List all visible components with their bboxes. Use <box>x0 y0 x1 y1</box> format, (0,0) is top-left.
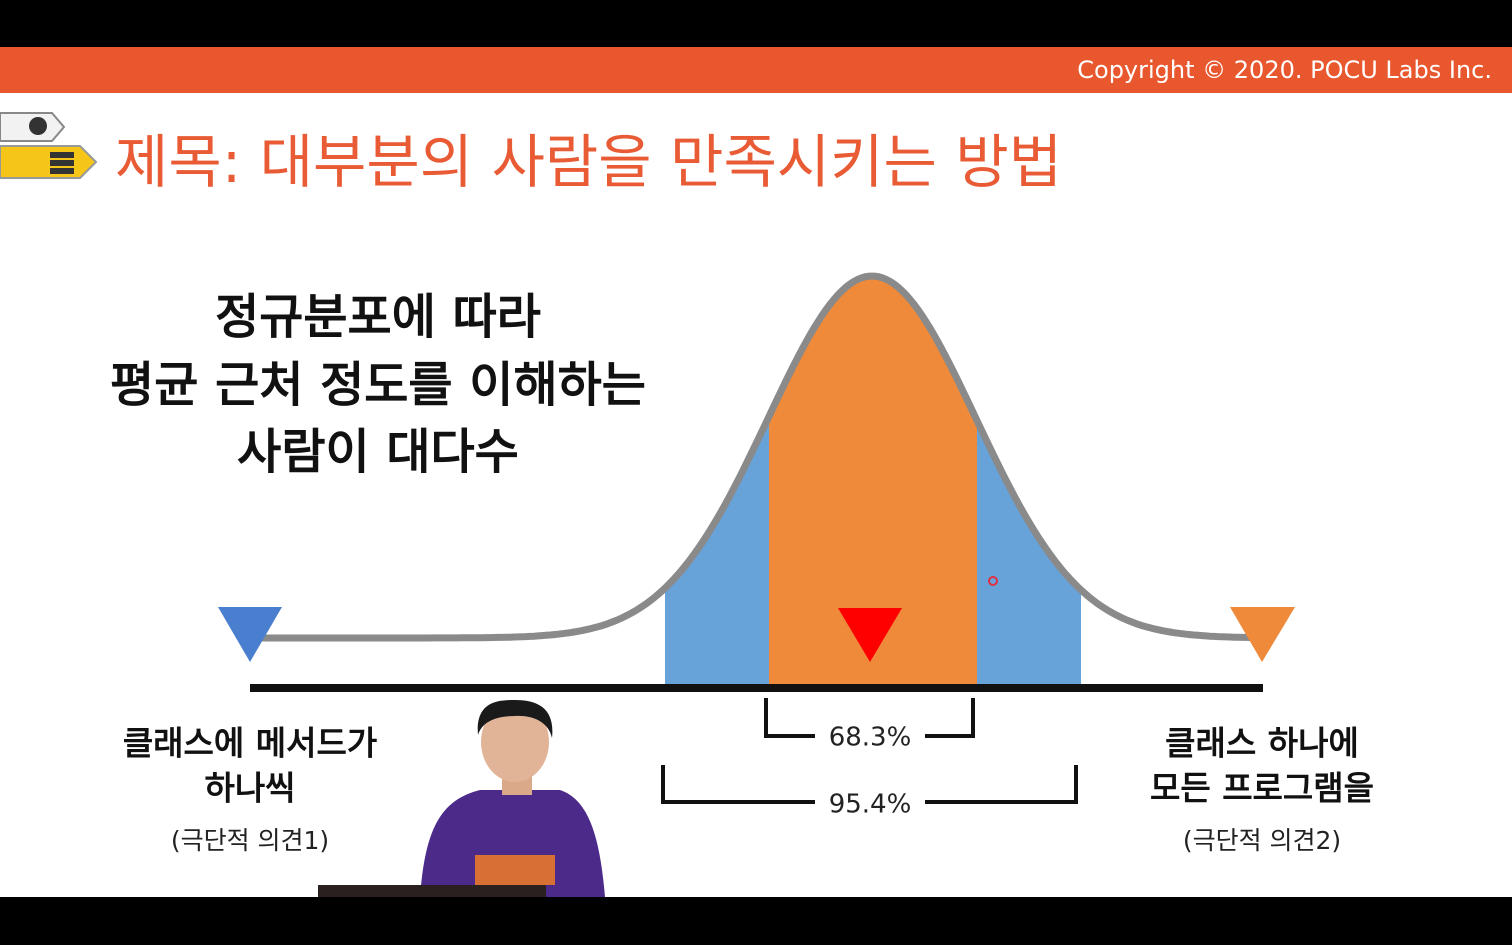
left-label: 클래스에 메서드가 <box>123 724 377 763</box>
right-label: 모든 프로그램을 <box>1150 769 1374 808</box>
slide-title: 제목: 대부분의 사람을 만족시키는 방법 <box>115 128 1062 196</box>
bracket <box>764 698 815 738</box>
right-label: 클래스 하나에 <box>1165 724 1359 763</box>
statement-line: 평균 근처 정도를 이해하는 <box>110 357 646 413</box>
statement-line: 정규분포에 따라 <box>215 289 541 345</box>
statement-line: 사람이 대다수 <box>237 424 519 480</box>
slide-icons <box>0 112 98 179</box>
bracket <box>661 765 815 804</box>
letterbox-top <box>0 0 1512 47</box>
copyright: Copyright © 2020. POCU Labs Inc. <box>1077 56 1492 84</box>
outer-range-label: 95.4% <box>829 790 912 820</box>
presenter <box>318 700 605 897</box>
bracket <box>925 765 1078 804</box>
left-note: (극단적 의견1) <box>171 826 329 855</box>
left-label: 하나씩 <box>204 769 295 808</box>
header-bar <box>0 47 1512 93</box>
inner-range-label: 68.3% <box>829 723 912 753</box>
letterbox-bottom <box>0 897 1512 945</box>
right-note: (극단적 의견2) <box>1183 826 1341 855</box>
bracket <box>925 698 975 738</box>
